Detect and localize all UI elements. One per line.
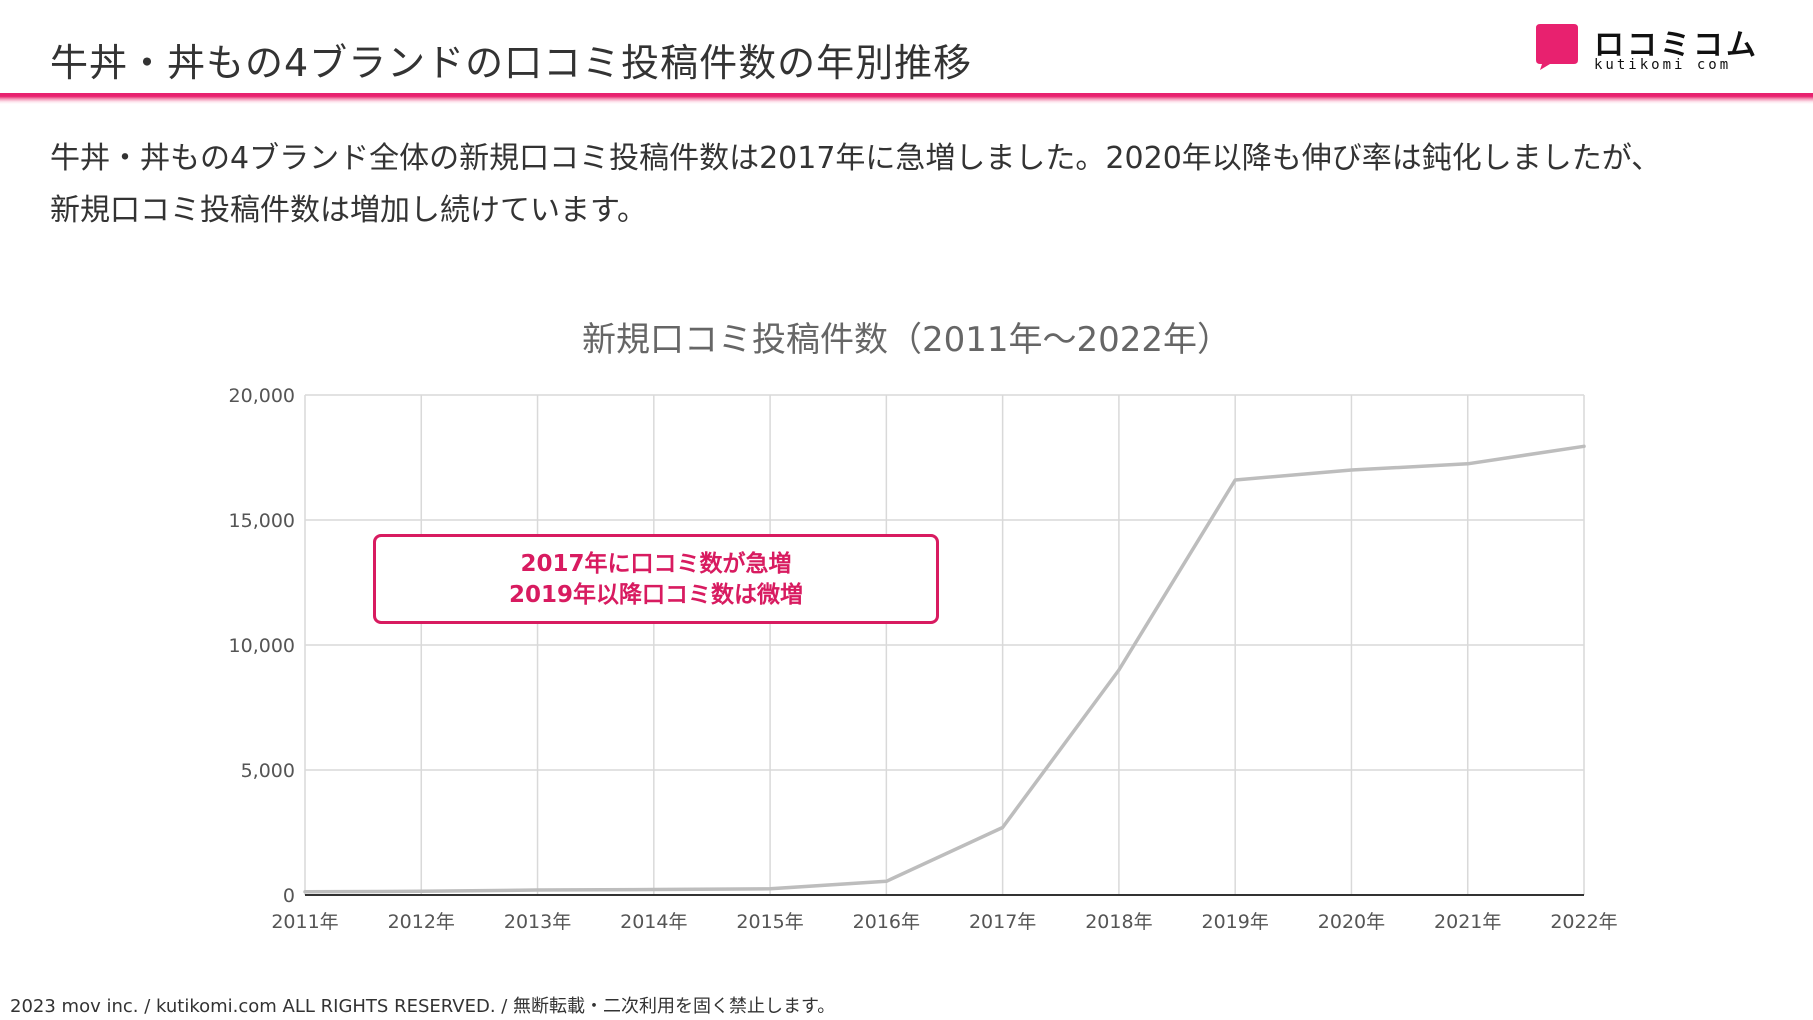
x-tick-label: 2016年 xyxy=(853,911,920,933)
x-tick-label: 2012年 xyxy=(388,911,455,933)
speech-bubble-icon xyxy=(1536,24,1578,70)
slide-title: 牛丼・丼もの4ブランドの口コミ投稿件数の年別推移 xyxy=(50,41,973,85)
y-tick-label: 15,000 xyxy=(229,510,295,532)
x-tick-label: 2017年 xyxy=(969,911,1036,933)
summary-line-2: 新規口コミ投稿件数は増加し続けています。 xyxy=(50,193,647,228)
x-tick-label: 2018年 xyxy=(1085,911,1152,933)
logo-subtext: kutikomi com xyxy=(1594,57,1732,73)
x-tick-label: 2015年 xyxy=(736,911,803,933)
logo-wordmark: ロコミコム xyxy=(1594,28,1759,63)
y-tick-label: 5,000 xyxy=(241,760,295,782)
header-rule xyxy=(0,93,1813,104)
series-line xyxy=(303,444,1586,894)
footer-copyright: 2023 mov inc. / kutikomi.com ALL RIGHTS … xyxy=(10,996,836,1017)
x-tick-label: 2013年 xyxy=(504,911,571,933)
callout-line-1: 2017年に口コミ数が急増 xyxy=(520,551,792,577)
x-tick-label: 2021年 xyxy=(1434,911,1501,933)
brand-logo[interactable]: ロコミコム kutikomi com xyxy=(1536,20,1756,80)
x-tick-label: 2014年 xyxy=(620,911,687,933)
chart-title: 新規口コミ投稿件数（2011年～2022年） xyxy=(581,320,1232,360)
annotation-callout: 2017年に口コミ数が急増 2019年以降口コミ数は微増 xyxy=(373,534,939,624)
y-tick-label: 10,000 xyxy=(229,635,295,657)
x-tick-label: 2011年 xyxy=(271,911,338,933)
x-tick-label: 2020年 xyxy=(1318,911,1385,933)
summary-line-1: 牛丼・丼もの4ブランド全体の新規口コミ投稿件数は2017年に急増しました。202… xyxy=(50,141,1662,176)
callout-line-2: 2019年以降口コミ数は微増 xyxy=(508,582,803,608)
y-tick-label: 20,000 xyxy=(229,385,295,407)
summary-text: 牛丼・丼もの4ブランド全体の新規口コミ投稿件数は2017年に急増しました。202… xyxy=(50,133,1790,237)
y-tick-label: 0 xyxy=(283,885,295,907)
x-tick-label: 2019年 xyxy=(1202,911,1269,933)
x-tick-label: 2022年 xyxy=(1550,911,1617,933)
